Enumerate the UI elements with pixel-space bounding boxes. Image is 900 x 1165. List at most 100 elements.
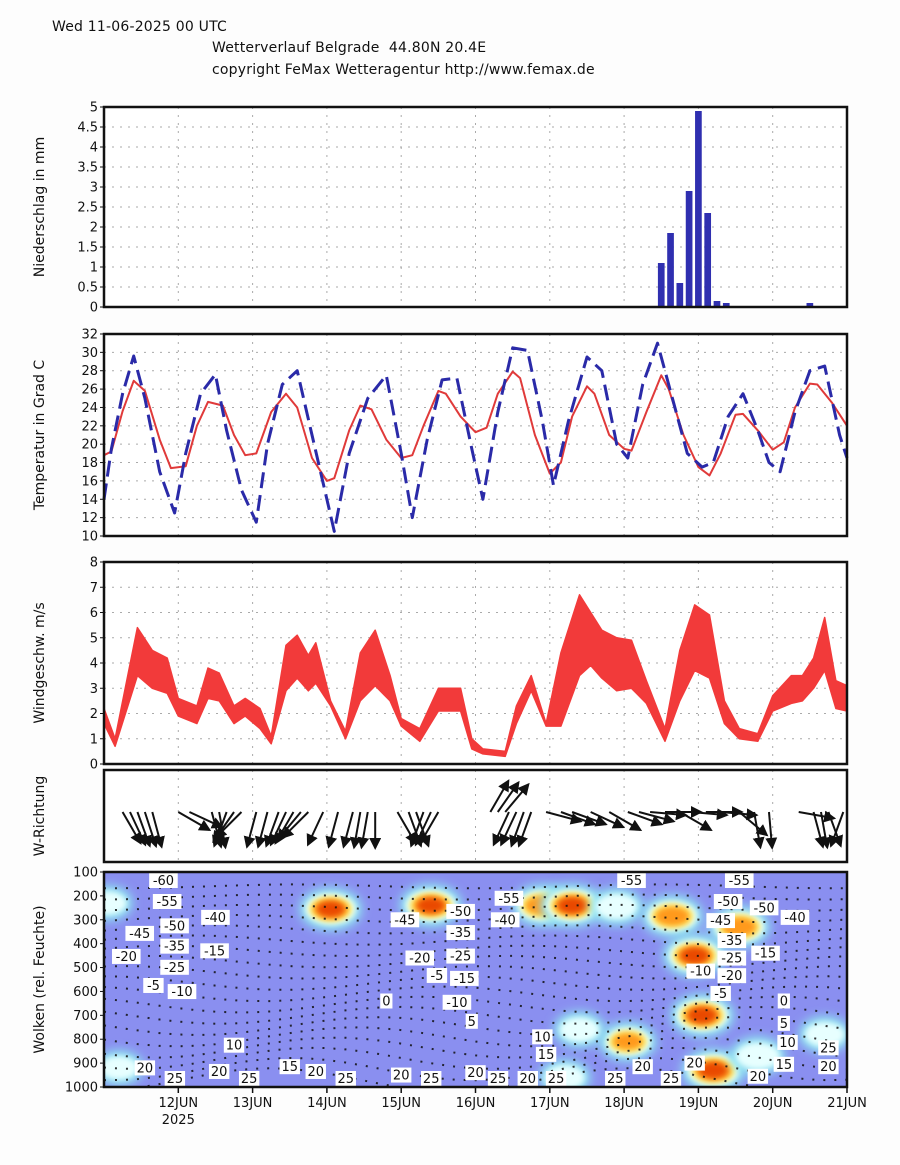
isotherm-label: 20 [750, 1070, 767, 1085]
cloud-region-core [612, 1033, 643, 1050]
panel-frame [102, 105, 849, 309]
isotherm-label: -45 [129, 927, 150, 942]
isotherm-label: 10 [226, 1039, 243, 1054]
isotherm-label-bg [223, 1037, 245, 1053]
cloud-region-core [558, 897, 587, 914]
isotherm-label: 25 [663, 1072, 680, 1087]
isotherm-label: 25 [337, 1072, 354, 1087]
y-tick-label: 1000 [65, 1081, 98, 1096]
isotherm-label: 0 [382, 995, 390, 1010]
wind-direction-arrow [408, 811, 425, 848]
isotherm-line [104, 1026, 847, 1048]
wind-direction-arrow [281, 811, 310, 839]
isotherm-label-bg [421, 1071, 442, 1086]
wind-direction-arrow [509, 811, 525, 848]
y-tick-label: 300 [73, 913, 98, 928]
isotherm-label-bg [167, 984, 197, 1000]
isotherm-label: 0 [780, 995, 788, 1010]
y-tick-label: 0 [90, 758, 98, 773]
isotherm-label-bg [684, 1055, 705, 1071]
y-tick-label: 0 [90, 301, 98, 316]
y-axis-label: Wolken (rel. Feuchte) [32, 905, 48, 1053]
isotherm-label-bg [152, 894, 182, 909]
isotherm-label: -55 [498, 892, 519, 907]
y-tick-label: 2.5 [77, 201, 98, 216]
isotherm-label-bg [450, 970, 479, 986]
x-tick-label: 17JUN [530, 1096, 570, 1111]
isotherm-label-bg [749, 900, 779, 916]
y-tick-label: 500 [73, 961, 98, 976]
y-tick-label: 28 [81, 364, 98, 379]
wind-direction-arrow [357, 811, 370, 850]
x-tick-label: 13JUN [233, 1096, 273, 1111]
y-tick-label: 18 [81, 456, 98, 471]
isotherm-label-bg [134, 1060, 156, 1076]
isotherm-label: -40 [205, 911, 226, 926]
isotherm-label-bg [632, 1059, 653, 1075]
cloud-region [559, 1017, 600, 1043]
isotherm-label-bg [487, 1071, 509, 1086]
isotherm-label-bg [660, 1071, 682, 1086]
isotherm-label: 25 [490, 1072, 507, 1087]
isotherm-label-bg [279, 1059, 300, 1075]
x-tick-label: 14JUN [307, 1096, 347, 1111]
isotherm-label: -25 [721, 952, 742, 967]
isotherm-label: -10 [446, 996, 467, 1011]
y-tick-label: 32 [81, 328, 98, 343]
isotherm-label-bg [777, 993, 790, 1009]
y-tick-label: 3 [90, 181, 98, 196]
y-tick-label: 30 [81, 346, 98, 361]
y-axis-label: Windgeschw. m/s [32, 602, 48, 723]
wind-direction-panel: W-Richtung [32, 768, 849, 864]
wind-direction-arrow [489, 779, 510, 813]
wind-direction-arrow [638, 811, 676, 825]
isotherm-label: 20 [634, 1060, 651, 1075]
panel-bg [104, 334, 847, 536]
isotherm-label: -60 [153, 874, 174, 889]
isotherm-label-bg [160, 959, 189, 975]
precip-bar [657, 263, 665, 307]
isotherm-label: 10 [779, 1036, 796, 1051]
cloud-region [104, 1056, 138, 1080]
wind-direction-arrow [151, 811, 165, 849]
precip-bar [806, 303, 814, 307]
isotherm-label: 15 [538, 1048, 555, 1063]
isotherm-label: 20 [520, 1072, 537, 1087]
isotherm-label: 5 [468, 1015, 476, 1030]
isotherm-label-bg [160, 938, 189, 954]
isotherm-label-bg [751, 945, 780, 961]
wind-direction-arrow [492, 811, 510, 847]
y-tick-label: 8 [90, 556, 98, 571]
isotherm-label: -35 [164, 940, 185, 955]
isotherm-label: -40 [495, 913, 516, 928]
wind-direction-arrow [765, 811, 778, 850]
isotherm-label-bg [442, 994, 472, 1010]
isotherm-label-bg [125, 925, 155, 941]
y-tick-label: 900 [73, 1057, 98, 1072]
cloud-region-core [680, 947, 709, 964]
wind-direction-arrow [608, 811, 643, 831]
panel-frame [102, 560, 849, 766]
cloud-region-core [655, 906, 690, 926]
isotherm-label-bg [335, 1071, 356, 1086]
isotherm-label-bg [200, 943, 229, 959]
isotherm-label-bg [713, 894, 743, 909]
isotherm-label-bg [517, 1071, 538, 1086]
wind-direction-arrow [349, 811, 362, 850]
isotherm-label: -35 [450, 926, 471, 941]
wind-direction-arrow [545, 811, 583, 825]
isotherm-label: 5 [780, 1017, 788, 1032]
header-copyright: copyright FeMax Wetteragentur http://www… [212, 62, 595, 78]
panel-frame [102, 332, 849, 538]
y-tick-label: 100 [73, 866, 98, 881]
wind-direction-arrow [419, 811, 440, 845]
isotherm-label: 20 [467, 1066, 484, 1081]
wind-direction-arrow [254, 811, 269, 849]
isotherm-label: -20 [721, 969, 742, 984]
x-tick-label: 20JUN [753, 1096, 793, 1111]
isotherm-label-bg [545, 1071, 567, 1086]
x-tick-label: 18JUN [604, 1096, 644, 1111]
isotherm-label: -10 [171, 985, 192, 1000]
isotherm-label: -15 [755, 947, 776, 962]
isotherm-label: -50 [718, 895, 739, 910]
